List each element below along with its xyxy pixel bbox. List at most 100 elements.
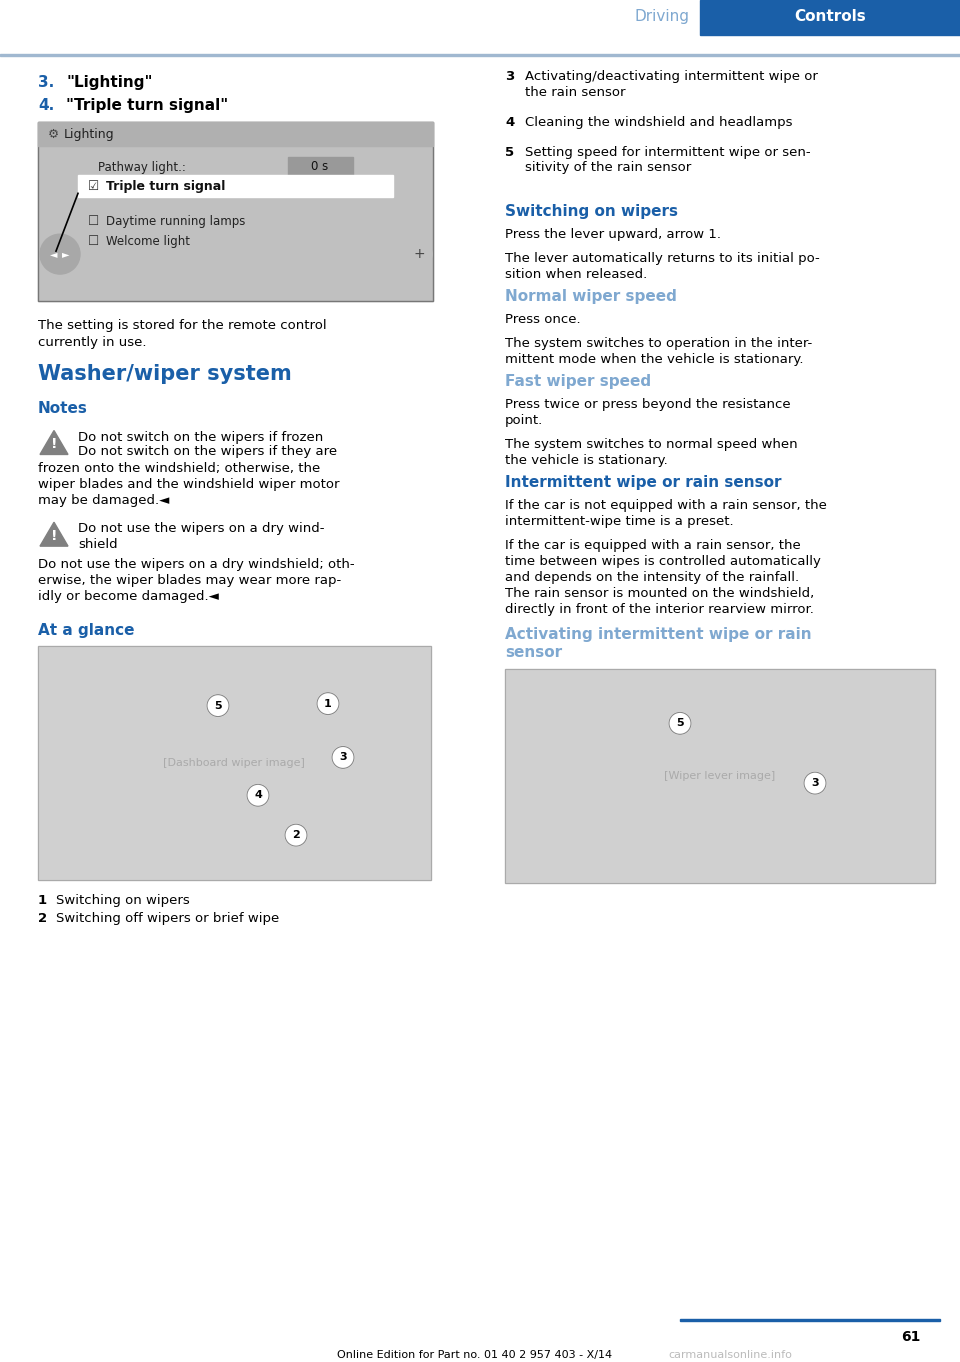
Polygon shape xyxy=(40,430,68,455)
Text: 5: 5 xyxy=(505,146,515,158)
Text: mittent mode when the vehicle is stationary.: mittent mode when the vehicle is station… xyxy=(505,353,804,366)
Text: 3.: 3. xyxy=(38,75,55,90)
Text: 4.: 4. xyxy=(38,98,55,113)
Text: +: + xyxy=(413,247,425,262)
Text: Switching on wipers: Switching on wipers xyxy=(505,204,678,219)
Text: Triple turn signal: Triple turn signal xyxy=(106,180,226,193)
Bar xyxy=(680,1318,940,1321)
Text: the vehicle is stationary.: the vehicle is stationary. xyxy=(505,454,668,467)
Text: sition when released.: sition when released. xyxy=(505,268,647,282)
Text: Notes: Notes xyxy=(38,400,88,415)
Text: [Wiper lever image]: [Wiper lever image] xyxy=(664,771,776,780)
Text: 2: 2 xyxy=(38,913,47,925)
Text: [Dashboard wiper image]: [Dashboard wiper image] xyxy=(163,757,305,768)
Bar xyxy=(288,158,353,176)
Text: ☐: ☐ xyxy=(88,215,99,227)
Text: If the car is not equipped with a rain sensor, the: If the car is not equipped with a rain s… xyxy=(505,498,827,512)
Text: Driving: Driving xyxy=(635,10,690,25)
Bar xyxy=(0,54,960,56)
Circle shape xyxy=(669,712,691,734)
Circle shape xyxy=(247,785,269,806)
Text: Activating/deactivating intermittent wipe or: Activating/deactivating intermittent wip… xyxy=(525,69,818,83)
Text: !: ! xyxy=(51,530,58,543)
Bar xyxy=(505,669,935,883)
Text: Lighting: Lighting xyxy=(64,128,114,142)
Text: Press once.: Press once. xyxy=(505,313,581,327)
Text: the rain sensor: the rain sensor xyxy=(525,86,626,98)
Text: directly in front of the interior rearview mirror.: directly in front of the interior rearvi… xyxy=(505,603,814,616)
Text: 4: 4 xyxy=(254,790,262,801)
Text: 5: 5 xyxy=(214,700,222,711)
Text: Daytime running lamps: Daytime running lamps xyxy=(106,215,246,227)
Text: ☑: ☑ xyxy=(88,180,99,193)
Text: Do not switch on the wipers if frozen: Do not switch on the wipers if frozen xyxy=(78,430,324,444)
Text: "Triple turn signal": "Triple turn signal" xyxy=(66,98,228,113)
Text: Cleaning the windshield and headlamps: Cleaning the windshield and headlamps xyxy=(525,116,793,128)
Text: The lever automatically returns to its initial po-: The lever automatically returns to its i… xyxy=(505,252,820,266)
Text: Setting speed for intermittent wipe or sen-: Setting speed for intermittent wipe or s… xyxy=(525,146,810,158)
Text: 3: 3 xyxy=(505,69,515,83)
Text: sitivity of the rain sensor: sitivity of the rain sensor xyxy=(525,162,691,174)
Bar xyxy=(38,646,431,880)
Text: Welcome light: Welcome light xyxy=(106,234,190,248)
Text: Pathway light.:: Pathway light.: xyxy=(98,161,186,174)
Circle shape xyxy=(406,241,432,267)
Text: ⚙: ⚙ xyxy=(48,128,60,142)
Text: 3: 3 xyxy=(339,752,347,763)
Text: Press the lever upward, arrow 1.: Press the lever upward, arrow 1. xyxy=(505,229,721,241)
Text: and depends on the intensity of the rainfall.: and depends on the intensity of the rain… xyxy=(505,571,799,584)
Text: At a glance: At a glance xyxy=(38,622,134,637)
Circle shape xyxy=(207,695,229,716)
Text: Do not use the wipers on a dry wind-: Do not use the wipers on a dry wind- xyxy=(78,522,324,535)
Text: idly or become damaged.◄: idly or become damaged.◄ xyxy=(38,590,219,603)
Text: Press twice or press beyond the resistance: Press twice or press beyond the resistan… xyxy=(505,398,791,411)
Bar xyxy=(700,0,960,35)
Text: !: ! xyxy=(51,437,58,451)
Text: currently in use.: currently in use. xyxy=(38,336,147,349)
Bar xyxy=(38,121,433,146)
Text: 5: 5 xyxy=(676,718,684,729)
Text: erwise, the wiper blades may wear more rap-: erwise, the wiper blades may wear more r… xyxy=(38,573,341,587)
Text: The rain sensor is mounted on the windshield,: The rain sensor is mounted on the windsh… xyxy=(505,587,814,599)
Text: Controls: Controls xyxy=(794,10,866,25)
Text: 4: 4 xyxy=(505,116,515,128)
Circle shape xyxy=(285,824,307,846)
Text: 3: 3 xyxy=(811,778,819,789)
Text: Intermittent wipe or rain sensor: Intermittent wipe or rain sensor xyxy=(505,475,781,490)
Bar xyxy=(38,121,433,301)
Text: Switching on wipers: Switching on wipers xyxy=(56,893,190,907)
Text: carmanualsonline.info: carmanualsonline.info xyxy=(668,1350,792,1361)
Circle shape xyxy=(804,772,826,794)
Text: Online Edition for Part no. 01 40 2 957 403 - X/14: Online Edition for Part no. 01 40 2 957 … xyxy=(337,1350,612,1361)
Text: The system switches to operation in the inter-: The system switches to operation in the … xyxy=(505,338,812,350)
Text: The system switches to normal speed when: The system switches to normal speed when xyxy=(505,439,798,451)
Bar xyxy=(78,176,393,197)
Text: 61: 61 xyxy=(900,1331,920,1344)
Text: 1: 1 xyxy=(38,893,47,907)
Text: Do not use the wipers on a dry windshield; oth-: Do not use the wipers on a dry windshiel… xyxy=(38,558,354,571)
Text: ◄: ◄ xyxy=(50,249,58,259)
Bar xyxy=(38,121,433,301)
Text: The setting is stored for the remote control: The setting is stored for the remote con… xyxy=(38,319,326,332)
Text: shield: shield xyxy=(78,538,118,552)
Text: point.: point. xyxy=(505,414,543,428)
Polygon shape xyxy=(40,522,68,546)
Text: Switching off wipers or brief wipe: Switching off wipers or brief wipe xyxy=(56,913,279,925)
Text: If the car is equipped with a rain sensor, the: If the car is equipped with a rain senso… xyxy=(505,539,801,552)
Text: wiper blades and the windshield wiper motor: wiper blades and the windshield wiper mo… xyxy=(38,478,340,492)
Text: intermittent-wipe time is a preset.: intermittent-wipe time is a preset. xyxy=(505,515,733,528)
Text: Fast wiper speed: Fast wiper speed xyxy=(505,375,651,390)
Text: 2: 2 xyxy=(292,831,300,840)
Circle shape xyxy=(40,234,80,274)
Text: 0 s: 0 s xyxy=(311,159,328,173)
Text: Washer/wiper system: Washer/wiper system xyxy=(38,364,292,384)
Text: ►: ► xyxy=(62,249,70,259)
Bar xyxy=(505,669,935,883)
Text: time between wipes is controlled automatically: time between wipes is controlled automat… xyxy=(505,554,821,568)
Text: Normal wiper speed: Normal wiper speed xyxy=(505,289,677,304)
Text: may be damaged.◄: may be damaged.◄ xyxy=(38,494,169,507)
Text: sensor: sensor xyxy=(505,644,563,659)
Text: Activating intermittent wipe or rain: Activating intermittent wipe or rain xyxy=(505,627,811,642)
Text: frozen onto the windshield; otherwise, the: frozen onto the windshield; otherwise, t… xyxy=(38,463,321,475)
Text: Do not switch on the wipers if they are: Do not switch on the wipers if they are xyxy=(78,445,337,459)
